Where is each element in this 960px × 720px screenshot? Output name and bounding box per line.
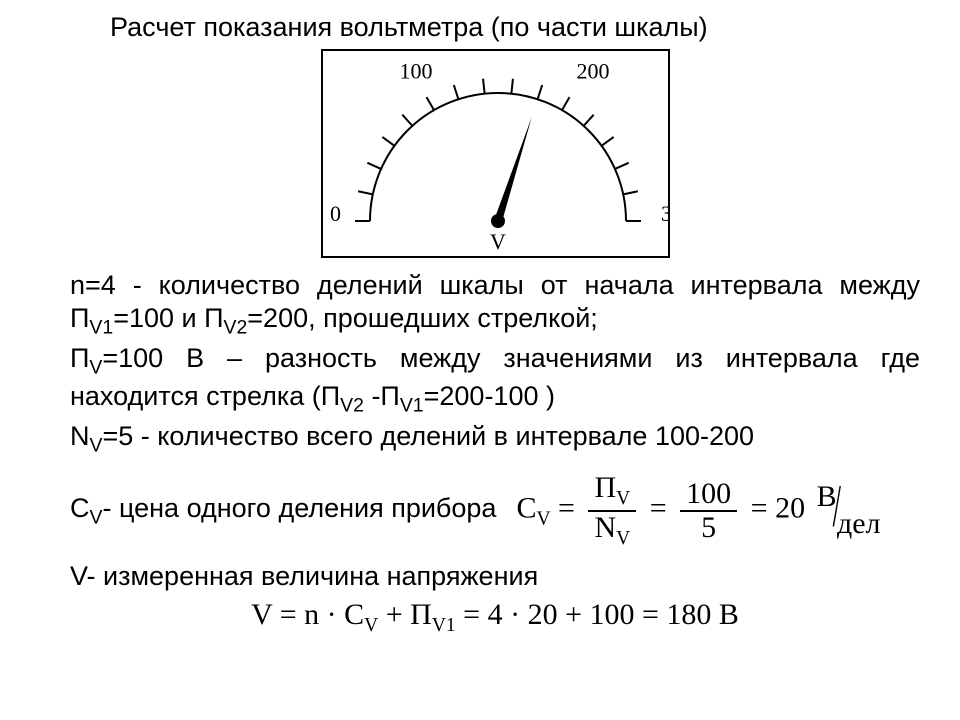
cv-label-sub: V (90, 506, 103, 528)
para-p-a: П (70, 343, 89, 373)
formula-v: V = n · CV + ПV1 = 4 · 20 + 100 = 180 В (251, 598, 739, 631)
cv-lhs: C (516, 492, 536, 525)
para-N-b: =5 - количество всего делений в интервал… (102, 421, 754, 451)
para-p: ПV=100 В – разность между значениями из … (70, 342, 920, 418)
fv-sub2: V1 (432, 615, 456, 636)
svg-text:0: 0 (330, 201, 341, 226)
para-n-sub2: V2 (224, 316, 248, 338)
para-N-sub: V (90, 435, 103, 457)
cv-result: 20 (775, 492, 805, 525)
para-p-sub3: V1 (400, 395, 424, 417)
fv-a: V = n · C (251, 598, 364, 631)
page-root: Расчет показания вольтметра (по части шк… (0, 0, 960, 720)
fv-c: = 4 · 20 + 100 = 180 В (456, 598, 739, 631)
cv-lhs-sub: V (536, 509, 550, 530)
fv-sub1: V (364, 615, 378, 636)
formula-cv: CV = ПV NV = 100 5 = 20 В/дел (516, 472, 880, 549)
formula-v-block: V = n · CV + ПV1 = 4 · 20 + 100 = 180 В (70, 598, 920, 637)
svg-text:V: V (490, 229, 506, 254)
cv-line: СV- цена одного деления прибора CV = ПV … (70, 472, 920, 549)
page-title: Расчет показания вольтметра (по части шк… (110, 12, 920, 43)
cv-frac1-num-sub: V (616, 488, 630, 509)
voltmeter-gauge: 0 100 200 300 V (323, 51, 668, 256)
para-p-d: =200-100 ) (424, 381, 555, 411)
explanation-text: n=4 - количество делений шкалы от начала… (70, 269, 920, 458)
svg-text:200: 200 (576, 58, 609, 83)
cv-unit: В/дел (817, 496, 881, 526)
svg-text:300: 300 (661, 201, 668, 226)
cv-unit-bot: дел (837, 507, 881, 540)
para-n-sub1: V1 (89, 316, 113, 338)
para-p-sub1: V (89, 356, 102, 378)
cv-frac1: ПV NV (588, 472, 636, 549)
para-N-a: N (70, 421, 90, 451)
fv-b: + П (378, 598, 432, 631)
cv-label-b: - цена одного деления прибора (102, 493, 496, 523)
para-p-c: -П (364, 381, 400, 411)
cv-frac2: 100 5 (680, 478, 737, 543)
para-N: NV=5 - количество всего делений в интерв… (70, 420, 920, 458)
svg-text:100: 100 (399, 58, 432, 83)
cv-frac1-num: П (594, 471, 616, 504)
para-p-sub2: V2 (340, 395, 364, 417)
cv-frac1-den: N (594, 511, 616, 544)
cv-frac2-num: 100 (680, 478, 737, 510)
para-n-b: =200, прошедших стрелкой; (247, 303, 598, 333)
cv-label-a: С (70, 493, 90, 523)
cv-frac1-den-sub: V (616, 528, 630, 549)
gauge-box: 0 100 200 300 V (321, 49, 670, 258)
para-n: n=4 - количество делений шкалы от начала… (70, 269, 920, 340)
cv-frac2-den: 5 (680, 510, 737, 544)
cv-label: СV- цена одного деления прибора (70, 493, 496, 529)
para-n-mid: =100 и П (113, 303, 223, 333)
gauge-container: 0 100 200 300 V (70, 49, 920, 261)
v-label: V- измеренная величина напряжения (70, 561, 920, 592)
